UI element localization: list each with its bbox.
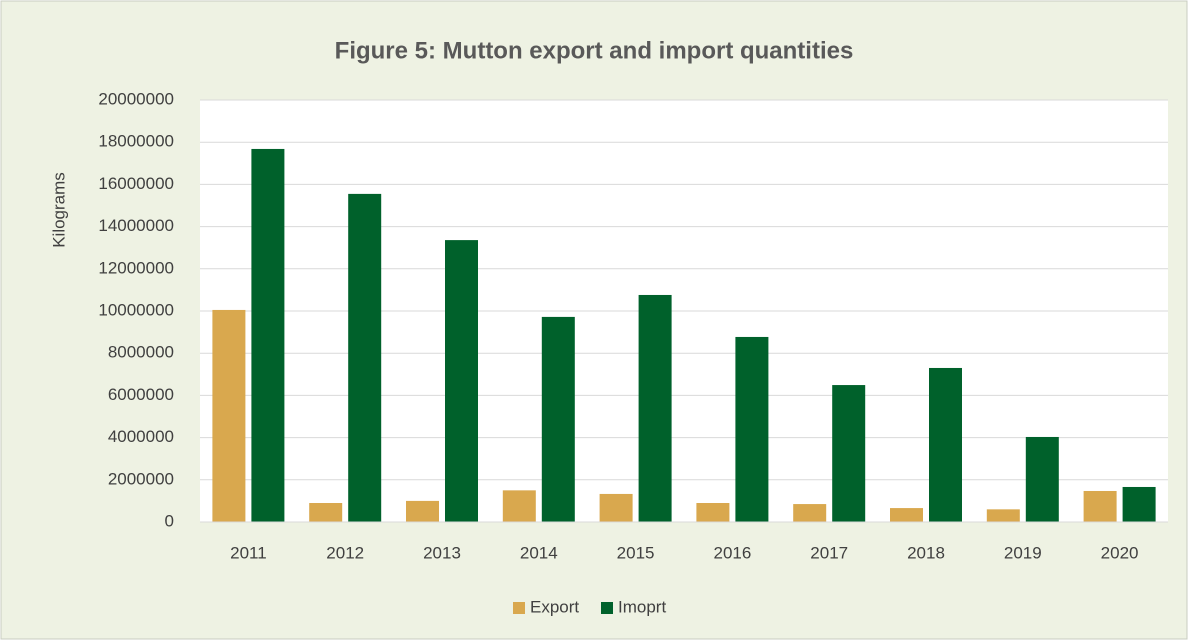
bar xyxy=(929,367,962,522)
y-tick-label: 6000000 xyxy=(108,385,174,404)
y-axis-label: Kilograms xyxy=(49,172,68,248)
bar xyxy=(832,385,866,522)
bar xyxy=(1083,490,1117,522)
y-tick-label: 10000000 xyxy=(98,300,174,319)
y-tick-label: 12000000 xyxy=(98,258,174,277)
bar xyxy=(890,508,923,522)
y-tick-label: 14000000 xyxy=(98,216,174,235)
bar xyxy=(793,504,827,522)
x-tick-label: 2018 xyxy=(907,543,945,562)
x-tick-label: 2011 xyxy=(230,543,267,562)
x-tick-label: 2019 xyxy=(1004,543,1042,562)
x-tick-label: 2016 xyxy=(713,543,751,562)
x-tick-label: 2017 xyxy=(810,543,848,562)
bar xyxy=(1122,486,1156,522)
bar xyxy=(309,503,343,522)
bar xyxy=(541,316,575,522)
y-tick-label: 4000000 xyxy=(108,427,174,446)
bar xyxy=(599,493,633,522)
y-tick-label: 0 xyxy=(165,511,174,530)
bar xyxy=(696,503,730,522)
bar xyxy=(212,309,246,522)
bar xyxy=(406,500,439,522)
y-tick-label: 20000000 xyxy=(98,89,174,108)
y-tick-label: 18000000 xyxy=(98,132,174,151)
y-tick-label: 8000000 xyxy=(108,343,174,362)
x-tick-label: 2020 xyxy=(1101,543,1139,562)
bar xyxy=(735,336,769,522)
x-tick-label: 2014 xyxy=(520,543,558,562)
bar xyxy=(445,240,478,522)
bar xyxy=(251,148,285,522)
y-tick-label: 16000000 xyxy=(98,174,174,193)
bar xyxy=(638,294,672,522)
legend-label: Imoprt xyxy=(618,597,666,616)
x-tick-label: 2013 xyxy=(423,543,461,562)
bar xyxy=(348,193,382,522)
legend-label: Export xyxy=(530,597,579,616)
chart-title: Figure 5: Mutton export and import quant… xyxy=(335,37,854,64)
bar xyxy=(986,509,1020,522)
x-tick-label: 2015 xyxy=(617,543,655,562)
x-tick-label: 2012 xyxy=(326,543,364,562)
y-tick-label: 2000000 xyxy=(108,469,174,488)
bar xyxy=(1025,436,1059,522)
legend-swatch xyxy=(601,602,613,614)
bar xyxy=(502,490,536,522)
legend-swatch xyxy=(513,602,525,614)
